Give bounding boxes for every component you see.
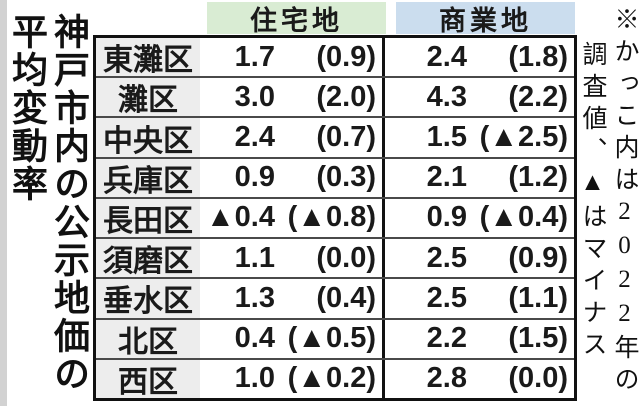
footnote-line-2: 調査値、▲はマイナス [579, 41, 606, 363]
left-edge-strip [0, 0, 7, 406]
column-header-residential: 住宅地 [207, 2, 386, 36]
commercial-previous-value: (▲2.5) [479, 121, 568, 154]
commercial-previous-value: (1.1) [508, 281, 568, 314]
commercial-value-cell: 2.5 (0.9) [385, 239, 574, 277]
residential-current-value: 1.1 [234, 241, 275, 274]
residential-current-value: 0.9 [234, 161, 275, 194]
commercial-previous-value: (0.9) [508, 241, 568, 274]
ward-name-cell: 北区 [96, 319, 200, 359]
commercial-current-value: 2.1 [426, 161, 467, 194]
title-line-1: 神戸市内の公示地価の [49, 13, 90, 393]
residential-value-cell: 0.4 (▲0.5) [200, 319, 385, 358]
residential-value-cell: 1.0 (▲0.2) [200, 359, 385, 398]
commercial-current-value: 2.2 [426, 322, 467, 355]
ward-name-cell: 東灘区 [96, 38, 200, 77]
table-row: 西区 1.0 (▲0.2) 2.8 (0.0) [96, 359, 574, 399]
residential-value-cell: 1.3 (0.4) [200, 279, 385, 318]
title-line-2: 平均変動率 [7, 13, 48, 203]
ward-name-cell: 西区 [96, 359, 200, 399]
commercial-value-cell: 2.2 (1.5) [385, 320, 574, 358]
commercial-previous-value: (2.2) [508, 80, 568, 113]
table-row: 長田区 ▲0.4 (▲0.8) 0.9 (▲0.4) [96, 198, 574, 240]
commercial-current-value: 1.5 [426, 121, 467, 154]
table-row: 垂水区 1.3 (0.4) 2.5 (1.1) [96, 279, 574, 320]
residential-current-value: 1.3 [234, 281, 275, 314]
residential-value-cell: 2.4 (0.7) [200, 118, 385, 157]
residential-previous-value: (0.9) [316, 40, 376, 73]
ward-name-cell: 中央区 [96, 118, 200, 158]
residential-previous-value: (▲0.8) [287, 201, 376, 234]
commercial-value-cell: 2.5 (1.1) [385, 279, 574, 317]
ward-name-cell: 垂水区 [96, 279, 200, 318]
data-table: 東灘区 1.7 (0.9) 2.4 (1.8) 灘区 3.0 (2.0) 4.3… [93, 35, 577, 401]
commercial-previous-value: (0.0) [508, 362, 568, 395]
commercial-current-value: 4.3 [426, 80, 467, 113]
residential-value-cell: 1.1 (0.0) [200, 239, 385, 278]
commercial-current-value: 2.8 [426, 362, 467, 395]
commercial-previous-value: (1.5) [508, 322, 568, 355]
residential-previous-value: (▲0.2) [287, 362, 376, 395]
footnote-line-1: ※かっこ内は2022年の [611, 6, 638, 398]
commercial-value-cell: 1.5 (▲2.5) [385, 118, 574, 156]
residential-previous-value: (0.4) [316, 281, 376, 314]
table-row: 兵庫区 0.9 (0.3) 2.1 (1.2) [96, 158, 574, 199]
table-row: 須磨区 1.1 (0.0) 2.5 (0.9) [96, 239, 574, 280]
ward-name-cell: 灘区 [96, 78, 200, 117]
ward-name-cell: 長田区 [96, 198, 200, 238]
residential-previous-value: (0.7) [316, 121, 376, 154]
residential-previous-value: (0.0) [316, 241, 376, 274]
table-row: 東灘区 1.7 (0.9) 2.4 (1.8) [96, 38, 574, 79]
table-row: 北区 0.4 (▲0.5) 2.2 (1.5) [96, 319, 574, 360]
commercial-previous-value: (1.8) [508, 40, 568, 73]
residential-current-value: 1.7 [234, 40, 275, 73]
commercial-current-value: 0.9 [426, 201, 467, 234]
residential-previous-value: (0.3) [316, 161, 376, 194]
commercial-value-cell: 2.8 (0.0) [385, 360, 574, 398]
commercial-value-cell: 2.1 (1.2) [385, 159, 574, 197]
residential-value-cell: 3.0 (2.0) [200, 78, 385, 117]
residential-previous-value: (2.0) [316, 80, 376, 113]
commercial-current-value: 2.4 [426, 40, 467, 73]
ward-name-cell: 兵庫区 [96, 158, 200, 198]
table-row: 灘区 3.0 (2.0) 4.3 (2.2) [96, 78, 574, 119]
residential-previous-value: (▲0.5) [287, 322, 376, 355]
commercial-value-cell: 4.3 (2.2) [385, 78, 574, 116]
commercial-current-value: 2.5 [426, 281, 467, 314]
column-header-commercial: 商業地 [396, 2, 575, 36]
page-title: 神戸市内の公示地価の 平均変動率 [6, 13, 90, 401]
table-row: 中央区 2.4 (0.7) 1.5 (▲2.5) [96, 118, 574, 159]
residential-current-value: 2.4 [234, 121, 275, 154]
commercial-previous-value: (▲0.4) [479, 201, 568, 234]
commercial-value-cell: 2.4 (1.8) [385, 38, 574, 76]
residential-current-value: 1.0 [234, 362, 275, 395]
residential-value-cell: ▲0.4 (▲0.8) [200, 198, 385, 238]
commercial-previous-value: (1.2) [508, 161, 568, 194]
residential-value-cell: 0.9 (0.3) [200, 158, 385, 197]
residential-current-value: 3.0 [234, 80, 275, 113]
ward-name-cell: 須磨区 [96, 239, 200, 278]
commercial-current-value: 2.5 [426, 241, 467, 274]
footnote: ※かっこ内は2022年の 調査値、▲はマイナス [576, 6, 640, 404]
residential-current-value: 0.4 [234, 322, 275, 355]
residential-current-value: ▲0.4 [205, 201, 275, 234]
commercial-value-cell: 0.9 (▲0.4) [385, 199, 574, 237]
residential-value-cell: 1.7 (0.9) [200, 38, 385, 77]
